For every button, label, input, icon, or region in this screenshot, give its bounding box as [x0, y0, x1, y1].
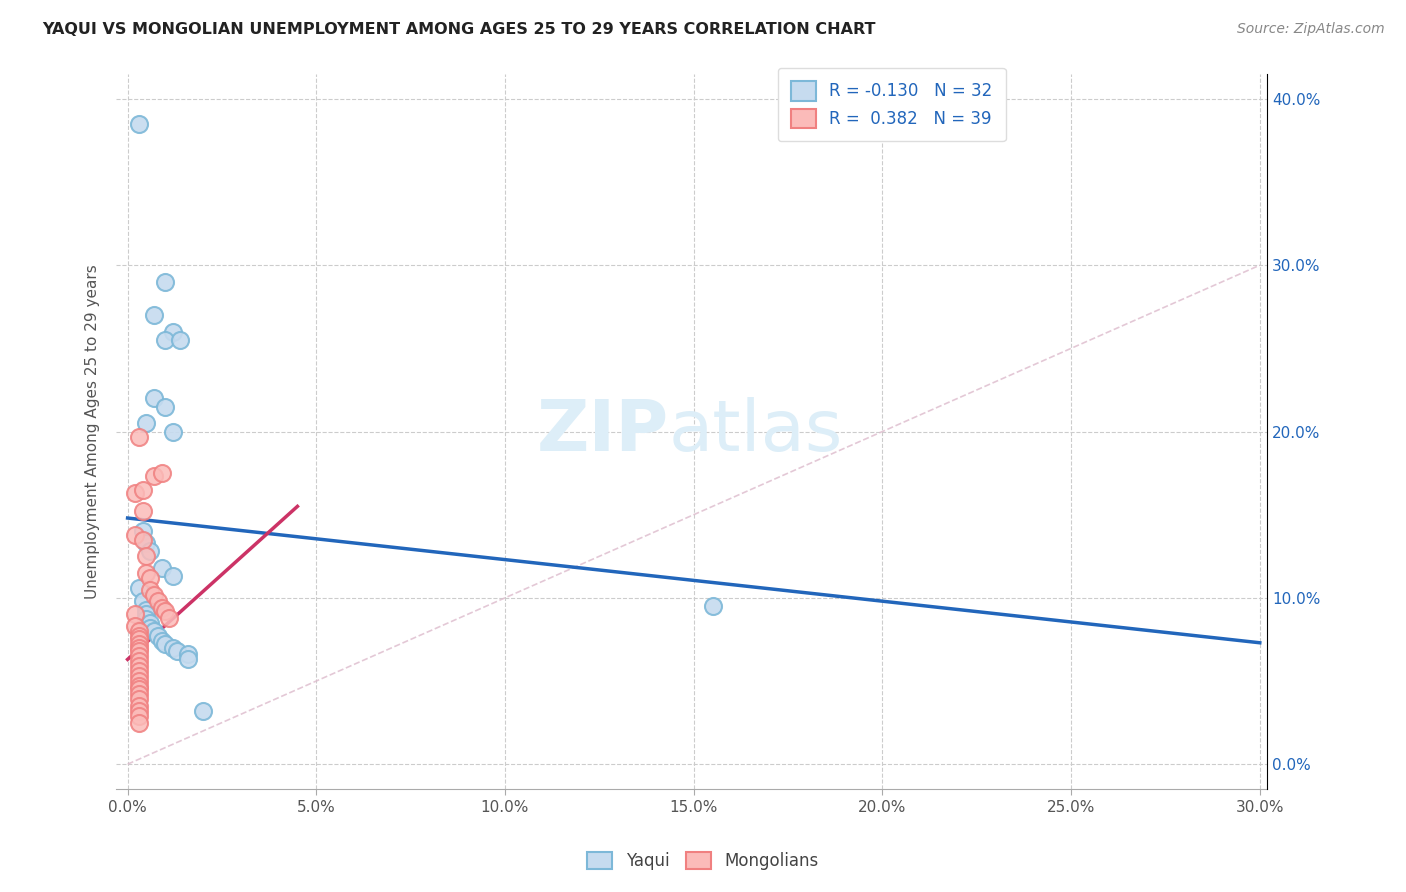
Point — [162, 425, 184, 439]
Legend: R = -0.130   N = 32, R =  0.382   N = 39: R = -0.130 N = 32, R = 0.382 N = 39 — [778, 68, 1005, 142]
Point — [143, 469, 166, 483]
Point — [128, 669, 150, 683]
Y-axis label: Unemployment Among Ages 25 to 29 years: Unemployment Among Ages 25 to 29 years — [86, 264, 100, 599]
Text: YAQUI VS MONGOLIAN UNEMPLOYMENT AMONG AGES 25 TO 29 YEARS CORRELATION CHART: YAQUI VS MONGOLIAN UNEMPLOYMENT AMONG AG… — [42, 22, 876, 37]
Point — [139, 571, 162, 585]
Point — [135, 607, 157, 622]
Point — [128, 629, 150, 643]
Point — [128, 649, 150, 664]
Point — [135, 566, 157, 580]
Point — [128, 687, 150, 701]
Point — [124, 607, 146, 622]
Point — [162, 640, 184, 655]
Point — [177, 648, 200, 662]
Point — [162, 325, 184, 339]
Point — [135, 536, 157, 550]
Point — [143, 588, 166, 602]
Point — [155, 400, 177, 414]
Point — [155, 333, 177, 347]
Point — [124, 619, 146, 633]
Point — [124, 527, 146, 541]
Point — [128, 632, 150, 647]
Point — [139, 615, 162, 630]
Point — [155, 275, 177, 289]
Point — [128, 117, 150, 131]
Text: Source: ZipAtlas.com: Source: ZipAtlas.com — [1237, 22, 1385, 37]
Point — [702, 599, 724, 614]
Point — [128, 715, 150, 730]
Point — [143, 308, 166, 322]
Text: atlas: atlas — [669, 397, 844, 466]
Point — [139, 621, 162, 635]
Point — [135, 612, 157, 626]
Point — [131, 504, 153, 518]
Point — [150, 600, 173, 615]
Point — [150, 634, 173, 648]
Point — [128, 640, 150, 655]
Point — [128, 679, 150, 693]
Point — [131, 524, 153, 539]
Point — [128, 664, 150, 678]
Point — [157, 611, 180, 625]
Point — [131, 483, 153, 497]
Point — [191, 704, 214, 718]
Point — [146, 594, 169, 608]
Point — [146, 629, 169, 643]
Point — [128, 659, 150, 673]
Point — [150, 466, 173, 480]
Point — [169, 333, 191, 347]
Point — [131, 594, 153, 608]
Point — [135, 602, 157, 616]
Point — [135, 549, 157, 564]
Point — [162, 569, 184, 583]
Text: ZIP: ZIP — [537, 397, 669, 466]
Point — [128, 698, 150, 713]
Point — [128, 624, 150, 639]
Point — [128, 581, 150, 595]
Point — [128, 637, 150, 651]
Point — [128, 673, 150, 688]
Legend: Yaqui, Mongolians: Yaqui, Mongolians — [581, 845, 825, 877]
Point — [128, 429, 150, 443]
Point — [128, 692, 150, 706]
Point — [128, 682, 150, 697]
Point — [166, 644, 188, 658]
Point — [143, 624, 166, 639]
Point — [177, 652, 200, 666]
Point — [128, 704, 150, 718]
Point — [139, 582, 162, 597]
Point — [131, 533, 153, 547]
Point — [128, 644, 150, 658]
Point — [155, 604, 177, 618]
Point — [128, 709, 150, 723]
Point — [155, 637, 177, 651]
Point — [143, 391, 166, 405]
Point — [139, 544, 162, 558]
Point — [124, 486, 146, 500]
Point — [128, 654, 150, 668]
Point — [150, 561, 173, 575]
Point — [135, 416, 157, 430]
